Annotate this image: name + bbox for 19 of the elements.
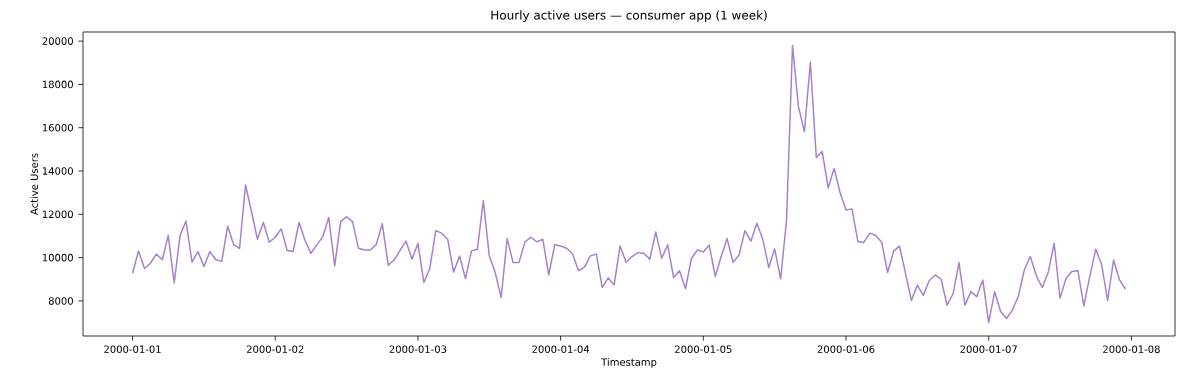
x-tick-label: 2000-01-07 xyxy=(960,345,1017,353)
y-axis-title: Active Users xyxy=(30,153,38,215)
y-tick-label: 18000 xyxy=(42,80,73,89)
y-tick-label: 14000 xyxy=(42,167,73,175)
y-tick-label: 16000 xyxy=(42,123,73,132)
x-tick-label: 2000-01-06 xyxy=(817,345,875,353)
chart-title: Hourly active users — consumer app (1 week) xyxy=(491,10,767,22)
x-tick-label: 2000-01-04 xyxy=(532,345,590,353)
y-tick-label: 12000 xyxy=(42,210,73,219)
x-tick-label: 2000-01-02 xyxy=(246,345,304,353)
y-tick-label: 20000 xyxy=(42,37,73,45)
y-tick-label: 10000 xyxy=(42,253,73,262)
x-tick-label: 2000-01-08 xyxy=(1103,345,1160,353)
line-series xyxy=(131,44,1127,324)
x-tick-label: 2000-01-03 xyxy=(389,345,447,353)
x-tick-label: 2000-01-05 xyxy=(675,345,732,353)
y-tick-label: 8000 xyxy=(48,297,73,305)
x-axis-title: Timestamp xyxy=(601,358,657,368)
x-tick-label: 2000-01-01 xyxy=(104,345,161,353)
